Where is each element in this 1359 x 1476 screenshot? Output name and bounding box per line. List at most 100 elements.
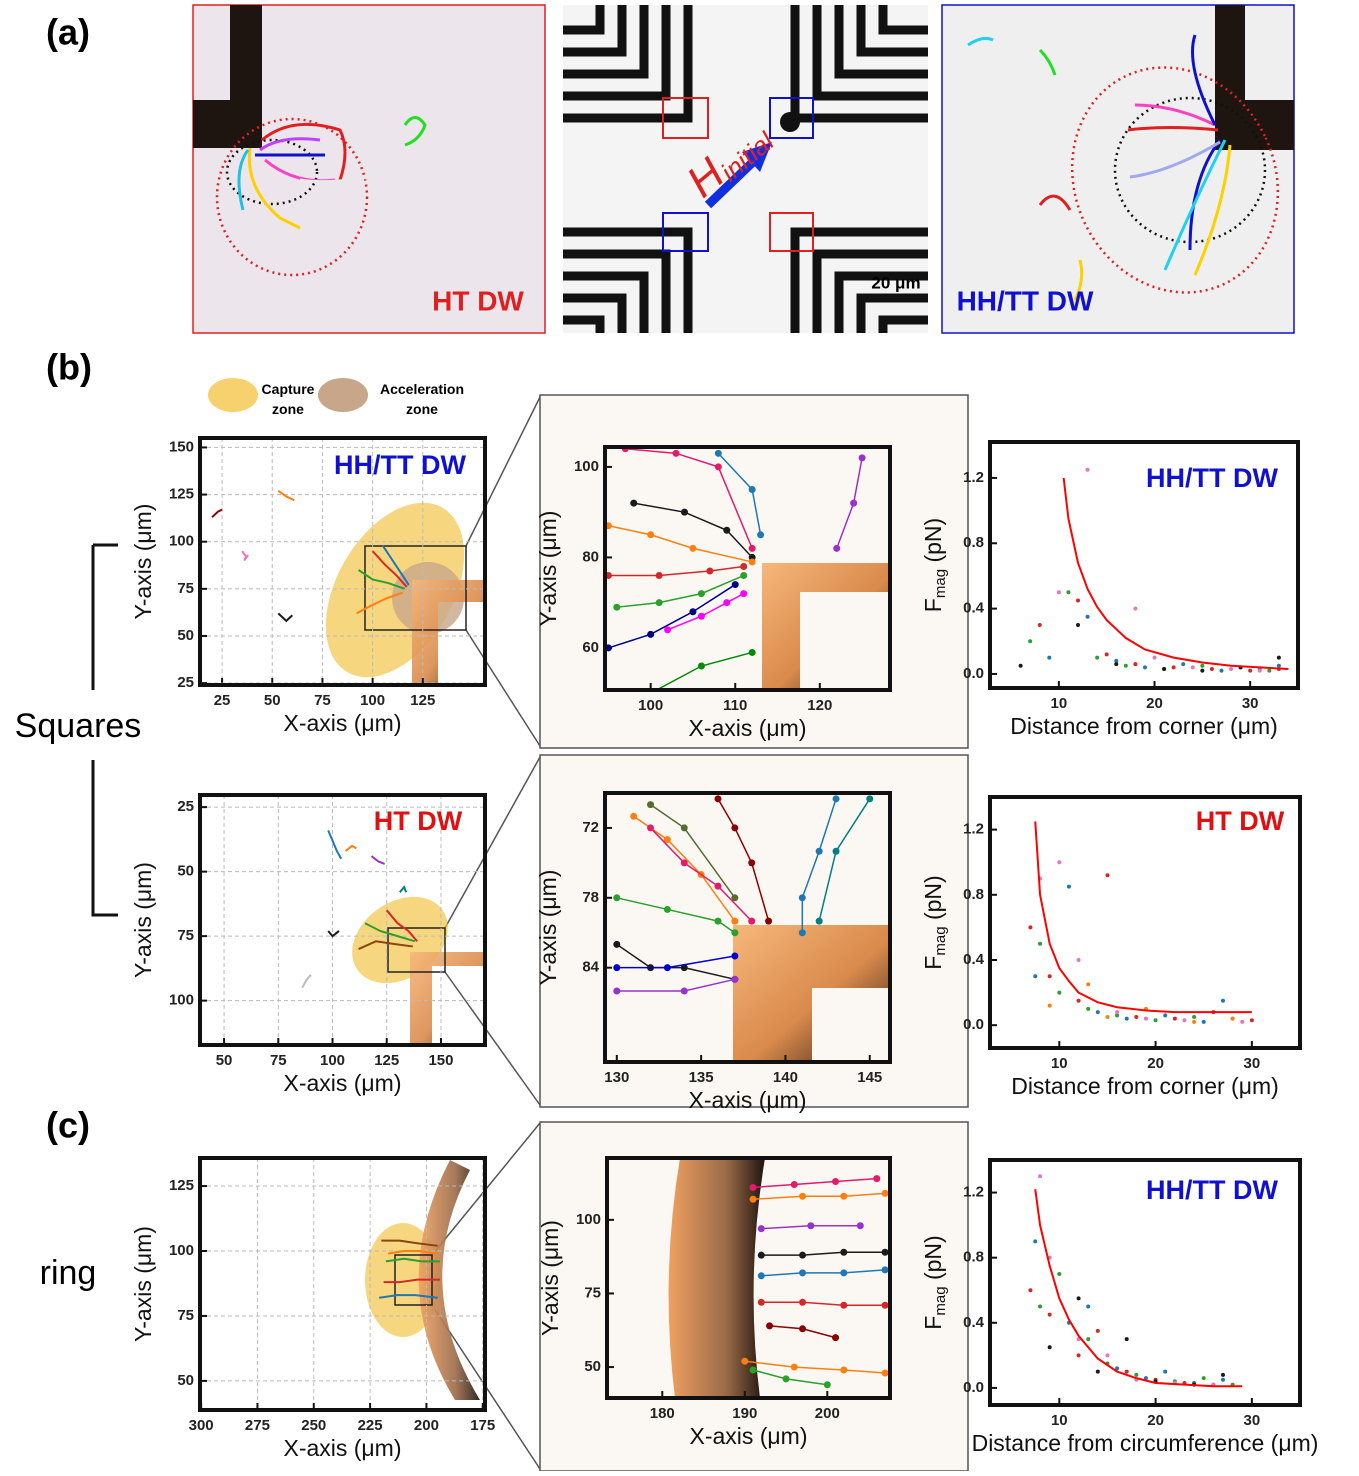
point [1086, 1305, 1090, 1309]
x-tick-label: 10 [1051, 1055, 1068, 1072]
point [1125, 1337, 1129, 1341]
point [840, 1249, 847, 1256]
legend-acceleration [318, 378, 368, 412]
y-title-unit: (pN) [920, 1235, 946, 1286]
point [1077, 1296, 1081, 1300]
y-tick-label: 0.8 [963, 886, 984, 903]
legend-line: zone [272, 401, 304, 417]
point [1076, 598, 1080, 602]
figure: 255075100125255075100125150HH/TT DWX-axi… [0, 0, 1359, 1471]
y-title-unit: (pN) [920, 875, 946, 926]
point [750, 1184, 757, 1191]
y-tick-label: 125 [169, 486, 194, 503]
x-tick-label: 175 [470, 1417, 495, 1434]
point [758, 1272, 765, 1279]
point [1033, 1239, 1037, 1243]
data-layer [1019, 468, 1289, 673]
point [824, 1381, 831, 1388]
x-tick-label: 130 [604, 1069, 629, 1086]
x-axis-title: X-axis (μm) [688, 1087, 806, 1113]
plot-title: HH/TT DW [1146, 463, 1278, 493]
point [1105, 873, 1109, 877]
point [866, 795, 873, 802]
point [766, 1322, 773, 1329]
x-axis-title: Distance from circumference (μm) [972, 1430, 1319, 1456]
point [698, 590, 705, 597]
trajectory [212, 510, 222, 518]
point [816, 848, 823, 855]
trajectory [400, 887, 407, 892]
x-tick-label: 145 [857, 1069, 882, 1086]
x-tick-label: 150 [428, 1052, 453, 1069]
point [656, 599, 663, 606]
y-title-symbol: F [920, 1316, 946, 1330]
point [748, 918, 755, 925]
point [664, 626, 671, 633]
point [1057, 991, 1061, 995]
x-tick-label: 125 [410, 692, 435, 709]
point [882, 1302, 889, 1309]
point [732, 581, 739, 588]
point [1133, 607, 1137, 611]
point [840, 1269, 847, 1276]
point [647, 531, 654, 538]
point [1086, 982, 1090, 986]
point [1028, 925, 1032, 929]
y-tick-label: 25 [177, 674, 194, 691]
point [1248, 669, 1252, 673]
y-axis-title: Y-axis (μm) [130, 1226, 156, 1342]
point [882, 1249, 889, 1256]
y-tick-label: 100 [169, 533, 194, 550]
point [857, 1222, 864, 1229]
data-layer [1028, 1174, 1242, 1386]
y-tick-label: 100 [574, 458, 599, 475]
x-tick-label: 120 [807, 697, 832, 714]
point [1038, 942, 1042, 946]
y-tick-label: 60 [582, 639, 599, 656]
point [689, 608, 696, 615]
y-axis-title: Y-axis (μm) [535, 511, 561, 627]
point [1057, 590, 1061, 594]
point [1038, 1174, 1042, 1178]
x-tick-label: 135 [689, 1069, 714, 1086]
point [1200, 664, 1204, 668]
y-tick-label: 1.2 [963, 821, 984, 838]
point [1153, 656, 1157, 660]
x-axis-title: Distance from corner (μm) [1010, 713, 1278, 739]
y-tick-label: 75 [177, 1307, 194, 1324]
y-tick-label: 75 [177, 927, 194, 944]
point [1096, 1370, 1100, 1374]
panel-label: (b) [46, 347, 92, 388]
point [613, 964, 620, 971]
y-title-subscript: mag [932, 926, 949, 955]
point [1154, 1018, 1158, 1022]
point [731, 824, 738, 831]
point [714, 795, 721, 802]
point [748, 859, 755, 866]
y-tick-label: 0.0 [963, 665, 984, 682]
point [799, 1193, 806, 1200]
point [840, 1302, 847, 1309]
point [833, 545, 840, 552]
point [1077, 1353, 1081, 1357]
y-tick-label: 78 [582, 889, 599, 906]
point [758, 1299, 765, 1306]
x-tick-label: 50 [216, 1052, 233, 1069]
point [723, 527, 730, 534]
legend-capture [208, 378, 258, 412]
point [1221, 1378, 1225, 1382]
x-tick-label: 180 [650, 1405, 675, 1422]
x-tick-label: 30 [1244, 1055, 1261, 1072]
legend-line: Acceleration [380, 381, 464, 397]
point [832, 1334, 839, 1341]
y-axis-title: Y-axis (μm) [535, 870, 561, 986]
trajectory [328, 931, 339, 936]
point [757, 531, 764, 538]
y-tick-label: 72 [582, 819, 599, 836]
image-label: HH/TT DW [957, 285, 1094, 316]
trajectory [302, 975, 311, 988]
point [1048, 1004, 1052, 1008]
point [1231, 1017, 1235, 1021]
point [1250, 1018, 1254, 1022]
y-axis-title: Y-axis (μm) [130, 504, 156, 620]
